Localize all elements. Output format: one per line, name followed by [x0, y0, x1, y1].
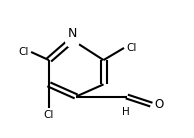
Text: Cl: Cl [44, 110, 54, 120]
Text: H: H [121, 107, 129, 117]
Text: Cl: Cl [127, 43, 137, 53]
Text: N: N [67, 27, 77, 40]
Text: O: O [154, 98, 163, 111]
Text: Cl: Cl [18, 47, 28, 57]
